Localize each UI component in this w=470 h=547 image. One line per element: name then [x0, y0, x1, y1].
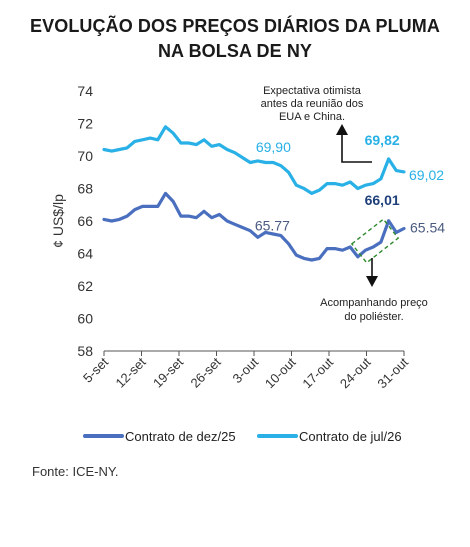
legend: Contrato de dez/25 Contrato de jul/26	[83, 429, 402, 444]
x-tick-label: 19-set	[150, 354, 186, 390]
y-tick-label: 58	[77, 343, 93, 359]
annotation-top-text: EUA e China.	[279, 111, 345, 123]
series-line-dez25	[102, 191, 406, 262]
y-tick-label: 70	[77, 148, 93, 164]
y-tick-label: 66	[77, 213, 93, 229]
data-label: 69,82	[365, 132, 400, 148]
data-label: 69,90	[256, 139, 291, 155]
legend-label-dez25: Contrato de dez/25	[125, 429, 236, 444]
y-tick-label: 60	[77, 311, 93, 327]
x-tick-label: 10-out	[262, 354, 299, 391]
title-line-1: EVOLUÇÃO DOS PREÇOS DIÁRIOS DA PLUMA	[30, 16, 440, 36]
chart-title: EVOLUÇÃO DOS PREÇOS DIÁRIOS DA PLUMA NA …	[0, 14, 470, 64]
y-tick-label: 74	[77, 83, 93, 99]
x-tick-label: 3-out	[230, 354, 262, 386]
source-note: Fonte: ICE-NY.	[32, 464, 119, 479]
annotation-top-text: Expectativa otimista	[263, 85, 362, 97]
series-lines	[102, 125, 406, 262]
annotation-bottom-text: Acompanhando preço	[320, 297, 428, 309]
data-label: 66,01	[365, 192, 400, 208]
title-line-2: NA BOLSA DE NY	[157, 41, 313, 61]
series-line-jul26	[102, 125, 406, 195]
annotation-top-text: antes da reunião dos	[261, 98, 364, 110]
y-axis-label: ¢ US$/lp	[50, 194, 66, 248]
x-tick-label: 24-out	[337, 354, 374, 391]
x-tick-label: 12-set	[112, 354, 148, 390]
legend-label-jul26: Contrato de jul/26	[299, 429, 402, 444]
arrow-down-icon	[366, 276, 378, 287]
x-tick-label: 31-out	[374, 354, 411, 391]
annotation-top-connector	[341, 133, 372, 163]
x-tick-label: 17-out	[299, 354, 336, 391]
data-label: 65.77	[255, 217, 290, 233]
y-tick-label: 62	[77, 278, 93, 294]
arrow-up-icon	[336, 124, 348, 135]
data-labels: 65.77 66,01 65.54 69,90 69,82 69,02	[255, 132, 445, 236]
y-tick-label: 64	[77, 246, 93, 262]
annotation-highlight-box	[350, 218, 400, 264]
y-tick-label: 72	[77, 116, 93, 132]
y-tick-label: 68	[77, 181, 93, 197]
data-label: 65.54	[410, 219, 445, 235]
data-label: 69,02	[409, 167, 444, 183]
annotation-bottom-text: do poliéster.	[344, 311, 403, 323]
x-tick-label: 26-set	[187, 354, 223, 390]
